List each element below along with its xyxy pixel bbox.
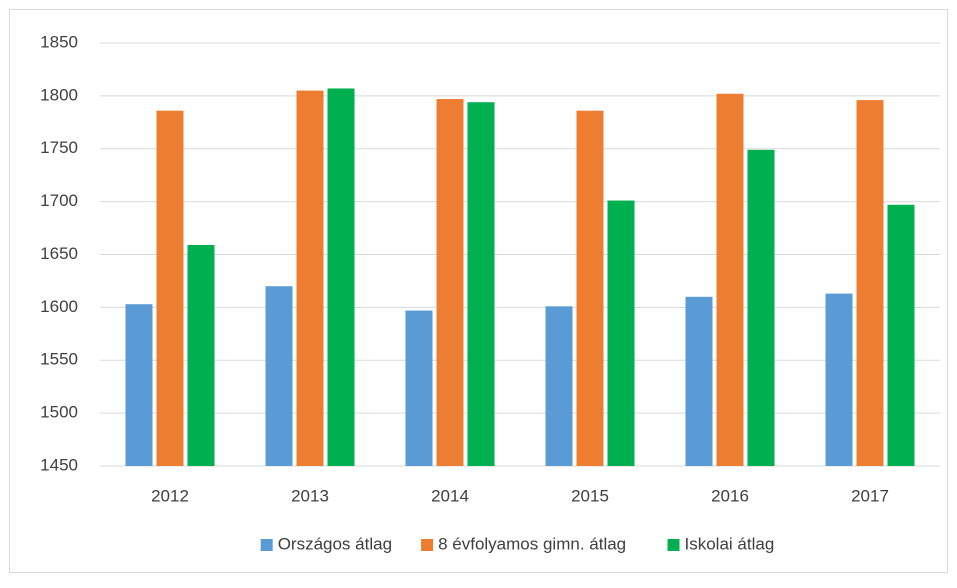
x-tick-label: 2016 — [711, 486, 749, 505]
bar — [747, 149, 775, 466]
y-tick-label: 1800 — [40, 85, 78, 104]
x-tick-label: 2017 — [851, 486, 889, 505]
bar — [265, 286, 293, 466]
bar — [825, 293, 853, 466]
bar — [436, 99, 464, 467]
bar — [607, 200, 635, 466]
y-tick-label: 1550 — [40, 350, 78, 369]
y-tick-label: 1750 — [40, 138, 78, 157]
y-tick-label: 1450 — [40, 455, 78, 474]
y-tick-label: 1500 — [40, 403, 78, 422]
bar — [856, 100, 884, 466]
legend-swatch — [421, 539, 434, 551]
bar — [887, 204, 915, 467]
bar — [187, 244, 215, 466]
legend-label: Iskolai átlag — [685, 534, 775, 553]
legend-swatch — [667, 539, 680, 551]
bar — [716, 93, 744, 466]
y-tick-label: 1700 — [40, 191, 78, 210]
x-tick-label: 2015 — [571, 486, 609, 505]
bar — [125, 304, 153, 466]
bar — [405, 310, 433, 466]
bar — [545, 306, 573, 466]
x-tick-label: 2013 — [291, 486, 329, 505]
legend-swatch — [260, 539, 273, 551]
bar — [156, 110, 184, 467]
bar — [296, 90, 324, 467]
legend-label: Országos átlag — [278, 534, 392, 553]
y-tick-label: 1600 — [40, 297, 78, 316]
x-tick-label: 2014 — [431, 486, 469, 505]
bar — [685, 296, 713, 466]
legend-label: 8 évfolyamos gimn. átlag — [438, 534, 626, 553]
bar — [467, 102, 495, 466]
x-tick-label: 2012 — [151, 486, 189, 505]
y-tick-label: 1850 — [40, 32, 78, 51]
bar — [576, 110, 604, 467]
bar — [327, 88, 355, 466]
y-tick-label: 1650 — [40, 244, 78, 263]
